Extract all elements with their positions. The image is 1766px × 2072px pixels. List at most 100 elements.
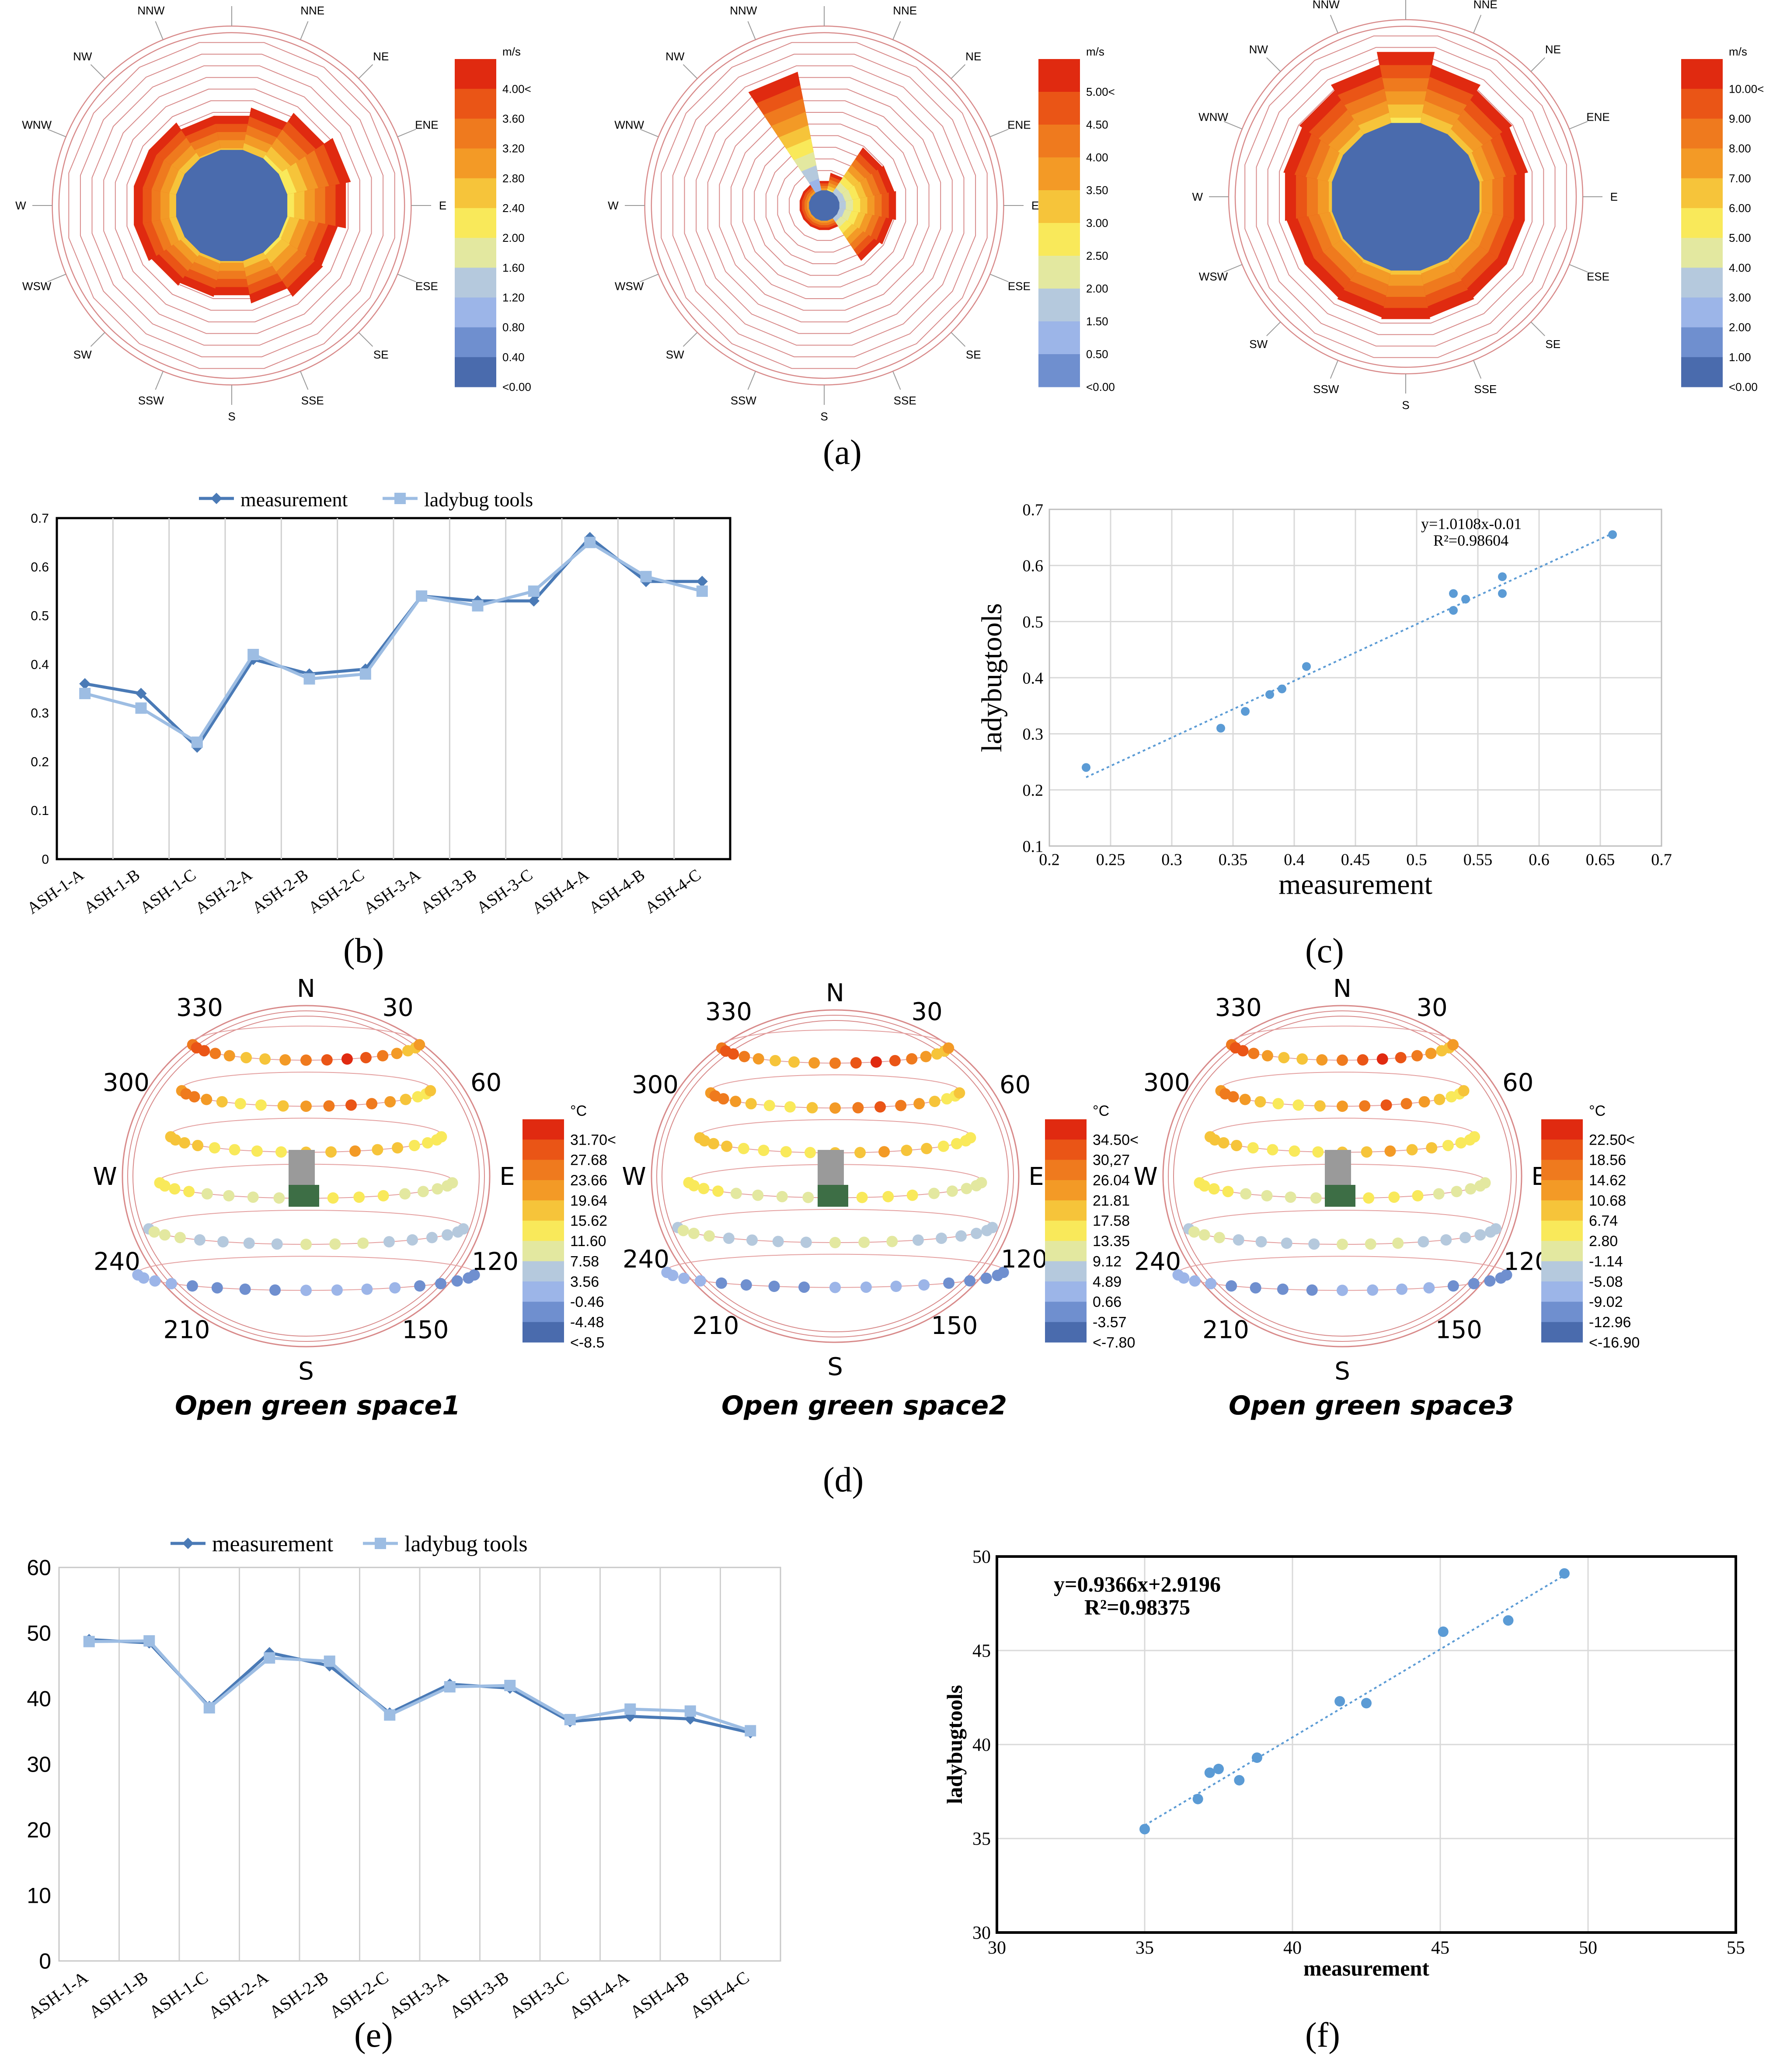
- dome-sample-point: [414, 1280, 426, 1292]
- dome-sample-point: [1316, 1054, 1328, 1066]
- dome-sample-point: [730, 1096, 742, 1107]
- rose-direction-label: WSW: [1199, 270, 1228, 283]
- legend-swatch-d2: [1045, 1241, 1087, 1262]
- y-tick-label: 50: [972, 1547, 991, 1567]
- legend-swatch-3: [1681, 118, 1723, 149]
- series-line-ladybug-tools: [89, 1639, 751, 1732]
- legend-label-1: 4.00<: [502, 82, 531, 95]
- dome-sample-point: [391, 1048, 403, 1059]
- legend-unit-d1: °C: [570, 1103, 587, 1119]
- dome-sample-point: [752, 1053, 764, 1065]
- dome-sample-point: [951, 1138, 963, 1149]
- legend-label-1: 2.80: [502, 172, 525, 185]
- series-marker-measurement: [135, 688, 147, 700]
- rose-grid-ring: [731, 112, 918, 299]
- legend-swatch-d3: [1541, 1139, 1583, 1160]
- x-tick-label: 45: [1431, 1938, 1449, 1958]
- y-tick-label: 40: [27, 1687, 51, 1711]
- dome-sample-point: [850, 1057, 862, 1069]
- dome-sample-point: [798, 1281, 810, 1293]
- rose-direction-label: SSE: [1474, 383, 1497, 396]
- rose-direction-label: ENE: [1007, 118, 1031, 131]
- dome-sample-point: [188, 1091, 200, 1103]
- dome-sample-point: [1189, 1275, 1201, 1287]
- dome-outer-ring: [122, 1005, 491, 1348]
- dome-sample-point: [1337, 1054, 1348, 1066]
- series-marker-ladybug: [472, 600, 484, 612]
- rose-grid-ring: [672, 53, 976, 358]
- rose-direction-label: NNE: [1473, 0, 1498, 11]
- dome-sample-point: [874, 1101, 886, 1113]
- dome-sample-point: [1458, 1085, 1470, 1097]
- rose-spoke: [397, 129, 416, 137]
- dome-sample-point: [878, 1146, 890, 1158]
- dome-sample-point: [707, 1138, 719, 1149]
- legend-label-1: 2.00: [502, 231, 525, 244]
- legend-label-d2: 13.35: [1093, 1233, 1130, 1250]
- wind-rose-1: N NNE NE ENE E ESE SE SSE S SSW SW WSW W WNW NW NNW m/s 4…: [0, 0, 582, 437]
- legend-label-d1: 3.56: [570, 1274, 599, 1290]
- legend-label-d2: 9.12: [1093, 1253, 1122, 1270]
- rose-grid-ring: [80, 53, 384, 358]
- legend-text-1: ladybug tools: [404, 1532, 528, 1557]
- dome-angle-label: 330: [1215, 993, 1262, 1022]
- dome-sample-point: [149, 1275, 161, 1287]
- y-tick-label: 0.5: [1023, 613, 1044, 631]
- dome-sample-point: [201, 1093, 212, 1105]
- dome-sample-point: [776, 1191, 788, 1202]
- legend-label-d3: -9.02: [1589, 1294, 1623, 1310]
- dome-sample-point: [928, 1187, 940, 1199]
- dome-sample-point: [186, 1280, 198, 1292]
- legend-swatch-d2: [1045, 1261, 1087, 1282]
- dome-sample-point: [209, 1142, 220, 1154]
- dome-sample-point: [1426, 1142, 1438, 1154]
- legend-swatch-1: [455, 268, 496, 298]
- rose-direction-label: ESE: [1587, 270, 1609, 283]
- legend-unit-3: m/s: [1729, 45, 1747, 58]
- line-chart-e-svg: 0102030405060ASH-1-AASH-1-BASH-1-CASH-2-…: [24, 1532, 781, 2023]
- dome-sample-point: [234, 1098, 246, 1110]
- dome-sample-point: [901, 1145, 913, 1156]
- rose-spoke: [683, 64, 698, 79]
- dome-sample-point: [1248, 1048, 1260, 1059]
- x-tick-label: 0.6: [1529, 851, 1550, 869]
- legend-marker-ladybug: [394, 493, 406, 504]
- dome-sample-point: [1255, 1236, 1267, 1248]
- scatter-point: [1449, 606, 1458, 615]
- rose-grid-ring: [91, 65, 372, 346]
- legend-label-d1: 31.70<: [570, 1132, 616, 1148]
- sky-dome-3-title: Open green space3: [1229, 1390, 1514, 1421]
- dome-sample-point: [1412, 1190, 1424, 1201]
- dome-sample-point: [1227, 1091, 1239, 1103]
- scatter-chart-f-svg: 30 35 40 45 50 55 30 35 40 45 50 y=0.9366x+2.9196R²…: [942, 1547, 1745, 1981]
- dome-sample-point: [1237, 1045, 1249, 1057]
- dome-sample-point: [1392, 1237, 1404, 1249]
- legend-swatch-d3: [1541, 1200, 1583, 1221]
- rose-spoke: [683, 332, 698, 347]
- dome-sample-point: [704, 1230, 715, 1242]
- dome-sample-point: [201, 1188, 213, 1200]
- trend-r-squared: R²=0.98604: [1433, 532, 1508, 549]
- dome-sample-point: [943, 1042, 954, 1054]
- dome-sample-point: [758, 1145, 770, 1156]
- line-chart-e: 0 10 20 30 40 50 60 ASH-1-A ASH-1-B ASH-1-C ASH-2-…: [0, 1513, 800, 2024]
- dome-sample-point: [321, 1054, 333, 1066]
- legend-label-2: <0.00: [1086, 380, 1115, 394]
- dome-sample-point: [1178, 1272, 1190, 1284]
- legend-swatch-d1: [522, 1139, 564, 1160]
- y-tick-label: 0.4: [1023, 669, 1044, 687]
- rose-spoke: [1473, 360, 1482, 379]
- dome-sample-point: [442, 1229, 453, 1241]
- dome-sample-point: [964, 1275, 976, 1287]
- legend-label-d1: 7.58: [570, 1253, 599, 1270]
- rose-direction-label: NW: [1249, 43, 1268, 56]
- dome-sample-point: [780, 1146, 792, 1158]
- dome-sample-point: [738, 1142, 749, 1154]
- dome-sample-point: [1357, 1054, 1369, 1066]
- dome-sample-point: [918, 1279, 930, 1291]
- dome-sample-point: [216, 1096, 228, 1107]
- x-tick-label: 0.45: [1341, 851, 1370, 869]
- legend-swatch-d3: [1541, 1322, 1583, 1343]
- legend-swatch-d3: [1541, 1281, 1583, 1302]
- scatter-point: [1449, 589, 1458, 598]
